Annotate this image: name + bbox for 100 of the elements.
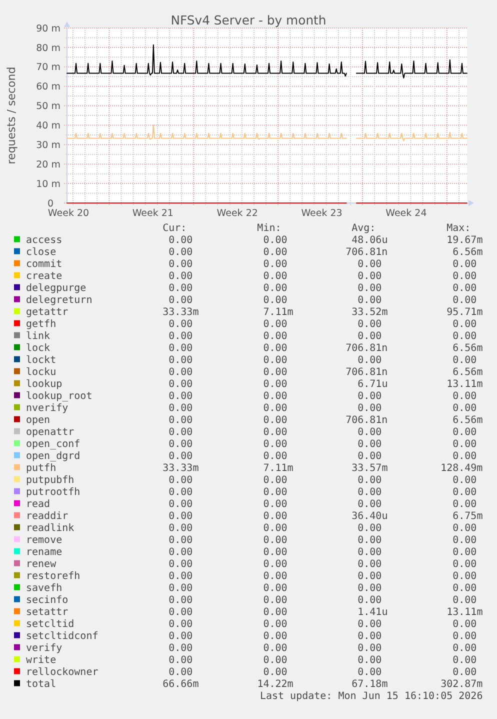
text: 0.00 — [358, 595, 382, 606]
text: 0.00 — [452, 259, 477, 270]
text: 0.00 — [358, 331, 382, 342]
text: 0.00 — [168, 259, 193, 270]
legend-label: lookup — [26, 379, 62, 390]
text: 0.00 — [263, 271, 288, 282]
legend-label: readlink — [26, 523, 74, 534]
text: 0.00 — [358, 487, 382, 498]
text: 0.00 — [263, 571, 288, 582]
legend-label: putrootfh — [26, 487, 80, 498]
text: 0.00 — [168, 499, 193, 510]
text: 0.00 — [168, 319, 193, 330]
text: 0.00 — [263, 559, 288, 570]
x-tick-label: Week 20 — [48, 208, 90, 219]
text: 0.00 — [452, 583, 477, 594]
text: 0.00 — [263, 235, 288, 246]
text: 0.00 — [263, 403, 288, 414]
text: 0.00 — [168, 523, 193, 534]
text: 6.56m — [452, 367, 483, 378]
text: 0.00 — [452, 427, 477, 438]
text: 6.56m — [452, 247, 483, 258]
x-tick-label: Week 24 — [386, 208, 427, 219]
text: 0.00 — [452, 631, 477, 642]
text: 0.00 — [452, 451, 477, 462]
text: 0.00 — [452, 475, 477, 486]
text: 0.00 — [452, 355, 477, 366]
text: 0.00 — [263, 343, 288, 354]
text: 13.11m — [446, 379, 483, 390]
text: 0.00 — [452, 595, 477, 606]
text: 0.00 — [168, 415, 193, 426]
x-tick-label: Week 22 — [216, 208, 258, 219]
legend-label: delegreturn — [26, 295, 92, 306]
text: Cur: — [162, 223, 187, 234]
text: 0.00 — [358, 523, 382, 534]
text: 0.00 — [358, 391, 382, 402]
legend-label: access — [26, 235, 62, 246]
text: 0.00 — [168, 655, 193, 666]
text: 1.41u — [358, 607, 388, 618]
text: 0.00 — [452, 295, 477, 306]
text: 0.00 — [452, 571, 477, 582]
text: 0.00 — [168, 643, 193, 654]
text: 36.40u — [352, 511, 388, 522]
text: 0.00 — [168, 355, 193, 366]
legend-label: getattr — [26, 307, 68, 318]
text: 0.00 — [358, 559, 382, 570]
text: 706.81n — [346, 343, 388, 354]
text: 0.00 — [168, 427, 193, 438]
legend-label: renew — [26, 559, 58, 570]
legend-label: lookup_root — [26, 391, 92, 402]
text: 706.81n — [346, 247, 388, 258]
text: 0.00 — [168, 343, 193, 354]
legend-label: write — [26, 655, 56, 666]
legend-label: open_dgrd — [26, 451, 80, 462]
text: 0.00 — [452, 619, 477, 630]
text: 0.00 — [452, 559, 477, 570]
text: 0.00 — [358, 631, 382, 642]
text: 0.00 — [358, 547, 382, 558]
text: 0.00 — [358, 283, 382, 294]
text: 0.00 — [263, 367, 288, 378]
legend-label: nverify — [26, 403, 68, 414]
text: 0.00 — [358, 271, 382, 282]
text: 0.00 — [263, 547, 288, 558]
legend-label: setcltid — [26, 619, 74, 630]
text: 0.00 — [263, 451, 288, 462]
text: 0.00 — [452, 403, 477, 414]
text: 0.00 — [168, 511, 193, 522]
text: 33.52m — [352, 307, 388, 318]
x-tick-label: Week 21 — [132, 208, 174, 219]
text: 0.00 — [263, 247, 288, 258]
text: 0.00 — [168, 535, 193, 546]
legend-label: putpubfh — [26, 475, 74, 486]
text: 0.00 — [263, 643, 288, 654]
text: 0.00 — [263, 655, 288, 666]
text: 0.00 — [168, 247, 193, 258]
text: Min: — [257, 223, 282, 234]
y-tick-label: 60 m — [36, 82, 60, 93]
text: 0.00 — [263, 283, 288, 294]
text: 0.00 — [263, 295, 288, 306]
text: 7.11m — [263, 463, 294, 474]
text: 0.00 — [263, 535, 288, 546]
y-tick-label: 30 m — [36, 140, 60, 151]
text: 6.56m — [452, 415, 483, 426]
legend-label: verify — [26, 643, 62, 654]
text: 0.00 — [263, 427, 288, 438]
legend-label: savefh — [26, 583, 62, 594]
legend-label: create — [26, 271, 62, 282]
text: 0.00 — [452, 283, 477, 294]
text: 0.00 — [358, 427, 382, 438]
text: 0.00 — [168, 367, 193, 378]
text: 33.33m — [162, 307, 199, 318]
legend-label: remove — [26, 535, 62, 546]
legend-label: open — [26, 415, 50, 426]
text: 0.00 — [168, 559, 193, 570]
text: 0.00 — [263, 391, 288, 402]
text: 0.00 — [168, 487, 193, 498]
text: 0.00 — [452, 319, 477, 330]
text: 0.00 — [168, 391, 193, 402]
legend-label: rename — [26, 547, 62, 558]
legend-label: lockt — [26, 355, 56, 366]
text: 0.00 — [452, 487, 477, 498]
